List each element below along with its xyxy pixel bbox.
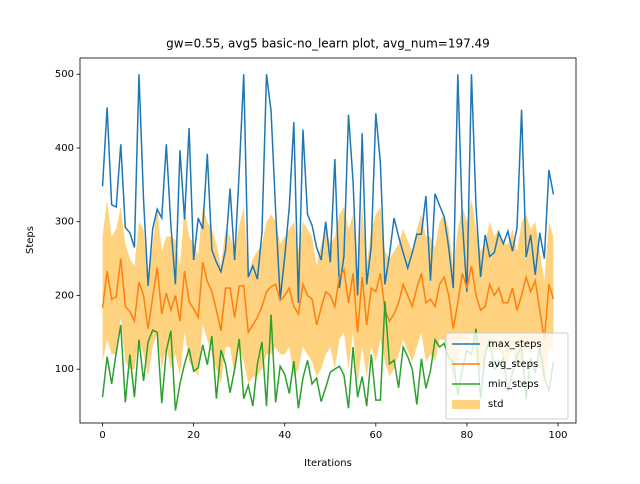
y-tick-label: 500 — [55, 69, 74, 80]
y-tick-label: 200 — [55, 290, 74, 301]
legend-frame — [445, 332, 569, 420]
legend-swatch — [452, 400, 480, 409]
x-tick-label: 60 — [369, 430, 382, 441]
y-tick-label: 400 — [55, 143, 74, 154]
axes-frame — [79, 57, 577, 424]
legend-label: min_steps — [488, 379, 539, 390]
series-line — [101, 74, 555, 303]
chart-title: gw=0.55, avg5 basic-no_learn plot, avg_n… — [166, 37, 490, 51]
x-tick-label: 20 — [187, 430, 200, 441]
y-tick-label: 300 — [55, 217, 74, 228]
y-tick-label: 100 — [55, 364, 74, 375]
y-axis-label: Steps — [25, 226, 36, 254]
std-band — [102, 199, 554, 392]
legend-label: avg_steps — [488, 359, 538, 370]
legend-label: max_steps — [488, 339, 542, 350]
x-tick-label: 80 — [461, 430, 474, 441]
x-axis-label: Iterations — [304, 458, 352, 469]
x-tick-label: 0 — [99, 430, 105, 441]
x-tick-label: 40 — [278, 430, 291, 441]
series-line — [101, 258, 555, 340]
legend-label: std — [488, 399, 503, 410]
x-tick-label: 100 — [548, 430, 567, 441]
